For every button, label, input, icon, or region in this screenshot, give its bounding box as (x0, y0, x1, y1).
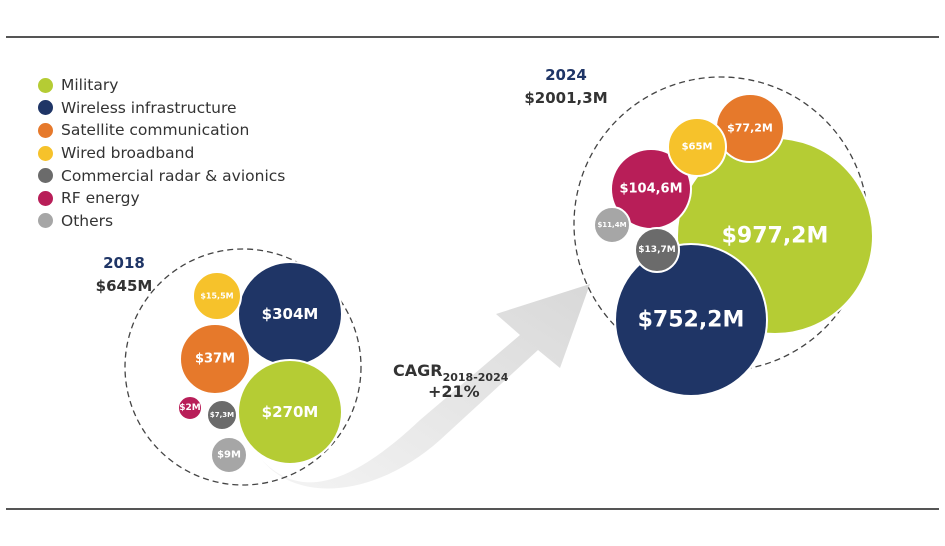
bubble-2018-others (210, 436, 248, 474)
bubble-label-2018-radar: $7,3M (210, 411, 234, 419)
legend-item-wireless: Wireless infrastructure (38, 97, 285, 120)
bubble-2018-wired (192, 271, 242, 321)
bubble-2018-military (237, 359, 343, 465)
bubble-2024-radar (634, 227, 680, 273)
bubble-label-2024-wired: $65M (682, 142, 713, 153)
cagr-value: +21% (428, 382, 480, 401)
group-outline-2018 (124, 248, 362, 486)
legend-swatch-radar (38, 168, 53, 184)
legend-swatch-wired (38, 145, 53, 161)
bubble-2018-rf (177, 395, 203, 421)
bubble-label-2024-others: $11,4M (597, 221, 626, 229)
year-label-2018: 2018 (103, 254, 145, 272)
legend-label-others: Others (61, 211, 114, 230)
bubble-2018-radar (206, 399, 238, 431)
top-rule (6, 36, 939, 38)
cagr-label: CAGR2018-2024 (393, 361, 509, 384)
legend-label-rf: RF energy (61, 189, 140, 208)
bubble-2024-wired (667, 117, 727, 177)
bubble-label-2024-wireless: $752,2M (638, 308, 745, 333)
bubble-label-2018-wireless: $304M (262, 305, 319, 323)
bubble-label-2018-wired: $15,5M (200, 292, 233, 301)
legend-label-radar: Commercial radar & avionics (61, 166, 286, 185)
bubble-label-2024-military: $977,2M (722, 224, 829, 249)
legend-label-satellite: Satellite communication (61, 121, 250, 140)
bubble-label-2024-radar: $13,7M (638, 245, 675, 255)
legend-swatch-satellite (38, 122, 53, 138)
legend-swatch-military (38, 77, 53, 93)
legend-label-wireless: Wireless infrastructure (61, 98, 237, 117)
cagr-text: CAGR (393, 361, 443, 380)
legend-label-wired: Wired broadband (61, 144, 195, 163)
bubble-2018-satellite (179, 323, 251, 395)
legend-item-military: Military (38, 74, 285, 97)
legend-swatch-wireless (38, 100, 53, 116)
bubble-label-2018-satellite: $37M (195, 352, 235, 367)
legend-swatch-others (38, 213, 53, 229)
total-label-2024: $2001,3M (524, 89, 607, 107)
legend-swatch-rf (38, 190, 53, 206)
legend-label-military: Military (61, 76, 119, 95)
bottom-rule (6, 508, 939, 510)
bubble-2024-others (593, 206, 631, 244)
bubble-label-2024-rf: $104,6M (619, 182, 682, 197)
bubble-label-2018-rf: $2M (179, 403, 201, 413)
year-label-2024: 2024 (545, 66, 587, 84)
bubble-label-2024-satellite: $77,2M (727, 122, 773, 135)
bubble-label-2018-military: $270M (262, 403, 319, 421)
cagr-period: 2018-2024 (443, 371, 509, 384)
growth-arrow (262, 284, 590, 489)
legend-item-wired: Wired broadband (38, 142, 285, 165)
chart-legend: Military Wireless infrastructure Satellite… (38, 74, 285, 232)
bubble-2024-wireless (614, 243, 768, 397)
legend-item-rf: RF energy (38, 187, 285, 210)
legend-item-satellite: Satellite communication (38, 119, 285, 142)
legend-item-radar: Commercial radar & avionics (38, 164, 285, 187)
bubble-label-2018-others: $9M (217, 450, 241, 461)
legend-item-others: Others (38, 210, 285, 233)
total-label-2018: $645M (96, 277, 153, 295)
